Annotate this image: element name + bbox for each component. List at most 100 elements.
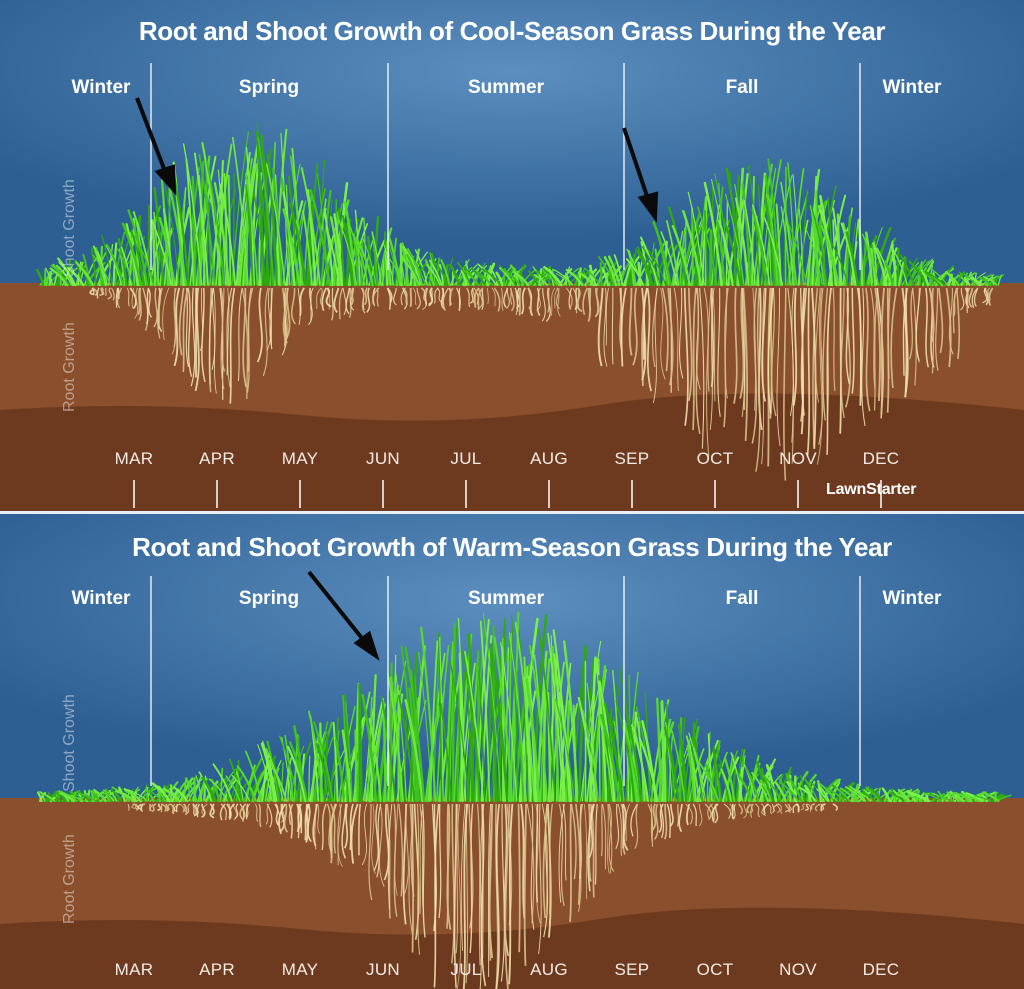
root-strand bbox=[628, 287, 633, 356]
root-strand bbox=[331, 287, 334, 321]
root-strand bbox=[226, 287, 233, 376]
grass-blade bbox=[245, 764, 256, 803]
grass-blade bbox=[542, 679, 546, 803]
root-strand bbox=[578, 803, 584, 912]
grass-blade bbox=[738, 766, 744, 803]
root-strand bbox=[436, 287, 442, 302]
grass-blade bbox=[120, 246, 133, 286]
grass-blade bbox=[90, 247, 97, 286]
month-label: JUN bbox=[366, 960, 400, 979]
root-strand bbox=[491, 287, 496, 307]
grass-blade bbox=[805, 780, 819, 802]
root-strand bbox=[433, 287, 439, 304]
grass-blade bbox=[116, 247, 134, 286]
grass-blade bbox=[603, 702, 624, 803]
root-strand bbox=[479, 803, 485, 989]
root-strand bbox=[625, 803, 630, 842]
grass-blade bbox=[495, 271, 504, 287]
season-label-winter: Winter bbox=[71, 588, 131, 609]
root-strand bbox=[968, 287, 974, 308]
grass-blade bbox=[861, 791, 877, 802]
grass-blade bbox=[215, 143, 233, 286]
grass-blade bbox=[685, 735, 701, 802]
root-strand bbox=[594, 803, 598, 885]
root-strand bbox=[761, 287, 765, 465]
root-strand bbox=[271, 287, 273, 350]
root-strand bbox=[386, 287, 393, 303]
root-strand bbox=[330, 803, 337, 864]
grass-blade bbox=[937, 794, 952, 802]
root-strand bbox=[228, 803, 236, 819]
root-strand bbox=[777, 803, 783, 814]
grass-blade bbox=[282, 163, 301, 286]
grass-blade bbox=[637, 261, 642, 287]
root-strand bbox=[226, 803, 232, 821]
root-strand bbox=[478, 287, 483, 309]
root-strand bbox=[709, 287, 715, 430]
grass-blade bbox=[825, 787, 846, 802]
root-strand bbox=[692, 803, 697, 827]
root-strand bbox=[806, 287, 811, 456]
root-strand bbox=[213, 287, 217, 394]
grass-blade bbox=[751, 175, 755, 286]
grass-blade bbox=[472, 267, 480, 287]
grass-blade bbox=[774, 781, 787, 803]
grass-blade bbox=[991, 275, 999, 286]
grass-blade bbox=[406, 249, 427, 286]
grass-blade bbox=[149, 787, 153, 802]
arrow-spring-line bbox=[135, 97, 168, 175]
grass-blade bbox=[652, 220, 672, 287]
root-strand bbox=[767, 287, 774, 414]
root-strand bbox=[265, 803, 270, 825]
root-strand bbox=[383, 803, 390, 881]
root-strand bbox=[698, 803, 703, 827]
root-strand bbox=[658, 803, 664, 833]
grass-blade bbox=[334, 739, 346, 803]
grass-blade bbox=[167, 180, 187, 287]
root-strand bbox=[254, 803, 259, 822]
grass-blade bbox=[909, 791, 931, 803]
grass-blade bbox=[660, 699, 667, 803]
month-label: AUG bbox=[530, 960, 568, 979]
root-strand bbox=[162, 287, 170, 341]
grass-blade bbox=[231, 136, 249, 286]
grass-blade bbox=[840, 222, 858, 287]
grass-blade bbox=[352, 233, 369, 286]
root-strand bbox=[341, 803, 347, 859]
grass-blade bbox=[313, 721, 334, 802]
root-strand bbox=[982, 287, 988, 304]
root-strand bbox=[953, 287, 959, 317]
grass-blade bbox=[876, 247, 892, 286]
root-strand bbox=[229, 287, 236, 404]
grass-blade bbox=[253, 192, 267, 286]
grass-blade bbox=[45, 271, 51, 287]
root-strand bbox=[247, 287, 254, 372]
grass-blade bbox=[263, 755, 277, 802]
grass-blade bbox=[204, 780, 217, 802]
month-label: APR bbox=[199, 960, 235, 979]
grass-blade bbox=[228, 758, 243, 802]
root-strand bbox=[290, 287, 296, 325]
grass-blade bbox=[266, 153, 278, 287]
root-strand bbox=[110, 287, 115, 301]
grass-blade bbox=[734, 197, 750, 286]
grass-blade bbox=[613, 720, 625, 802]
root-strand bbox=[755, 803, 761, 818]
annotation-arrows bbox=[135, 97, 659, 223]
root-strand bbox=[433, 803, 440, 988]
grass-blade bbox=[151, 219, 157, 287]
grass-blade bbox=[457, 617, 467, 802]
grass-blade bbox=[906, 794, 923, 803]
season-label-summer: Summer bbox=[467, 77, 545, 98]
grass-blade bbox=[453, 699, 462, 802]
root-strand bbox=[556, 287, 561, 317]
grass-blade bbox=[920, 269, 930, 287]
root-strand bbox=[338, 287, 344, 320]
grass-blade bbox=[333, 213, 344, 287]
grass-blade bbox=[953, 794, 965, 803]
grass-blade bbox=[763, 216, 784, 286]
root-strand bbox=[517, 803, 521, 953]
root-strand bbox=[915, 287, 921, 362]
grass-blade bbox=[602, 268, 610, 287]
grass-blade bbox=[725, 200, 729, 286]
